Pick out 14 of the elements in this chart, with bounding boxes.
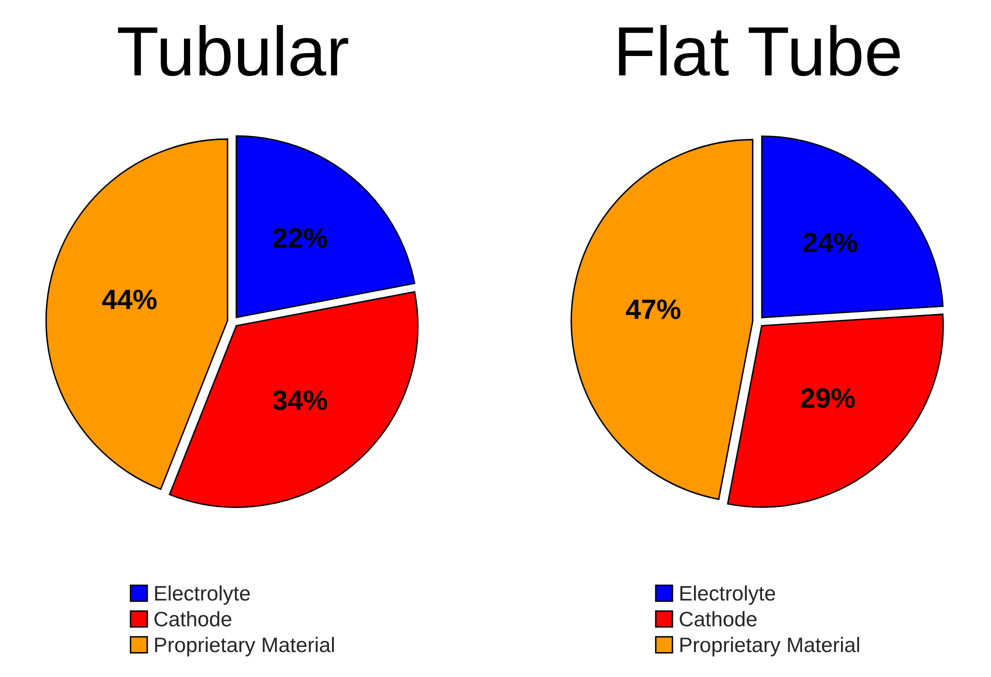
data-label: 47% (626, 300, 680, 320)
chart-title: Tubular (118, 25, 348, 76)
data-label: 44% (102, 290, 157, 310)
chart-title: Flat Tube (619, 25, 900, 76)
data-label: 22% (273, 228, 328, 248)
legend-label: Cathode (680, 611, 757, 626)
data-label: 29% (800, 388, 855, 408)
data-label: 34% (272, 390, 328, 410)
legend-label: Electrolyte (680, 585, 776, 605)
data-label: 24% (803, 232, 858, 252)
legend-label: Proprietary Material (155, 636, 334, 656)
legend-label: Electrolyte (155, 585, 250, 605)
legend-label: Cathode (154, 611, 232, 626)
legend-label: Proprietary Material (680, 636, 860, 656)
